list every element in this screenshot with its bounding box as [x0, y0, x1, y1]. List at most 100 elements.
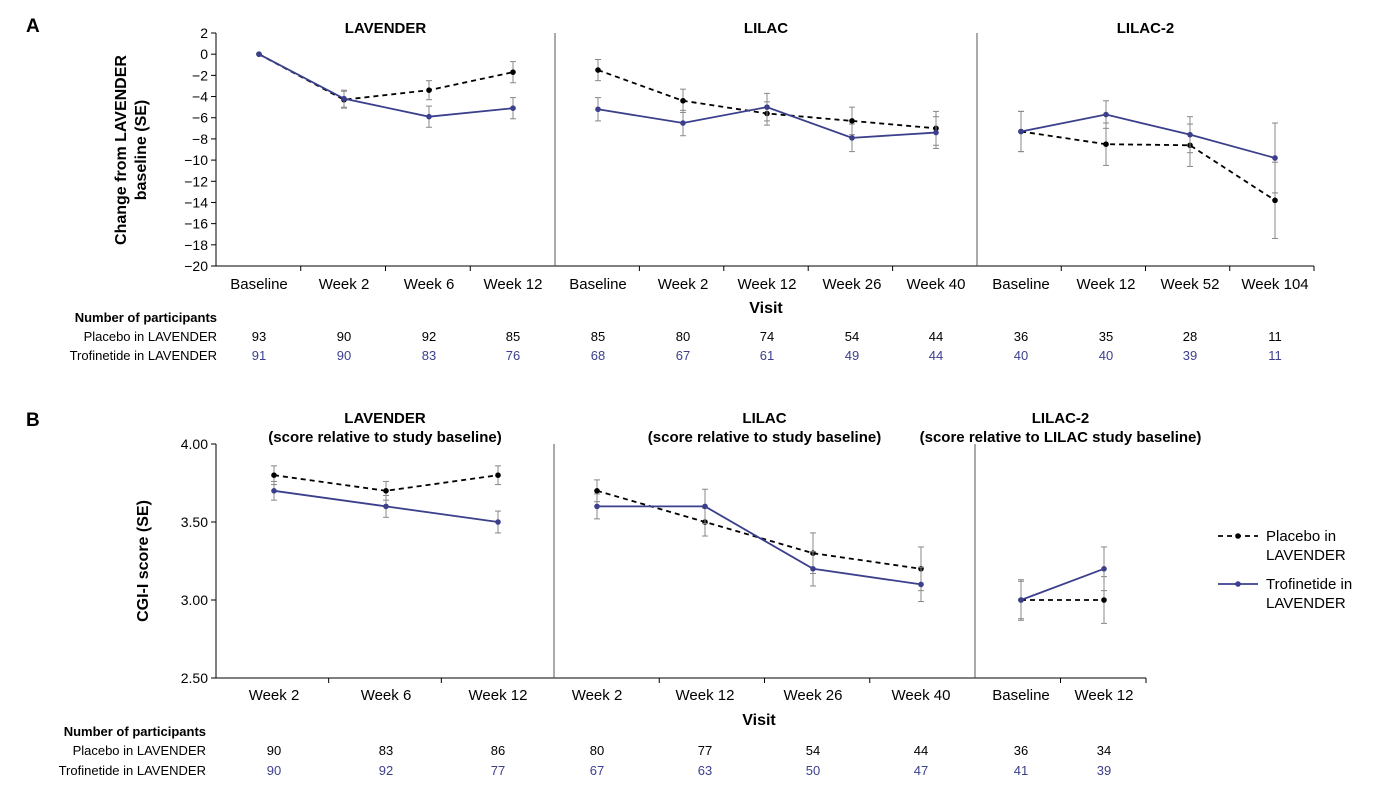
- trofinetide-point: [595, 106, 601, 113]
- trofinetide-n-count: 67: [676, 348, 690, 363]
- panel-a-y-tick-label: −14: [184, 194, 208, 210]
- placebo-point: [1103, 141, 1109, 148]
- panel-a-participants-header: Number of participants: [75, 310, 217, 325]
- panel-a-y-tick-label: −6: [192, 110, 208, 126]
- panel-a-y-tick-label: −20: [184, 258, 208, 274]
- panel-a-y-tick-label: −4: [192, 89, 208, 105]
- placebo-n-count: 28: [1183, 329, 1197, 344]
- trofinetide-point: [426, 113, 432, 120]
- placebo-n-count: 93: [252, 329, 266, 344]
- trofinetide-point: [933, 129, 939, 136]
- placebo-n-count: 80: [590, 743, 604, 758]
- trofinetide-n-count: 50: [806, 763, 820, 778]
- panel-a-ylabel-line1: Change from LAVENDER: [113, 55, 130, 245]
- x-tick-label: Week 26: [784, 687, 843, 704]
- placebo-n-count: 80: [676, 329, 690, 344]
- trofinetide-point: [1187, 131, 1193, 138]
- x-tick-label: Week 40: [892, 687, 951, 704]
- segment-title: LILAC-2: [1117, 20, 1175, 37]
- trofinetide-n-count: 67: [590, 763, 604, 778]
- placebo-point: [680, 97, 686, 104]
- trofinetide-point: [810, 566, 816, 572]
- placebo-point: [495, 472, 501, 479]
- x-tick-label: Baseline: [569, 276, 627, 293]
- trofinetide-n-count: 90: [267, 763, 281, 778]
- x-tick-label: Week 12: [676, 687, 735, 704]
- x-tick-label: Week 12: [484, 276, 543, 293]
- placebo-point: [594, 488, 600, 494]
- trofinetide-point: [495, 519, 501, 525]
- placebo-n-count: 85: [591, 329, 605, 344]
- placebo-n-count: 44: [914, 743, 928, 758]
- x-tick-label: Baseline: [992, 687, 1050, 704]
- panel-a-ylabel-line2: baseline (SE): [133, 100, 150, 200]
- placebo-series-line: [273, 474, 499, 492]
- placebo-n-count: 54: [845, 329, 859, 344]
- panel-a-y-tick-label: −18: [184, 237, 208, 253]
- placebo-n-count: 36: [1014, 329, 1028, 344]
- x-tick-label: Week 2: [249, 687, 300, 704]
- placebo-n-count: 11: [1268, 329, 1282, 344]
- legend-placebo-label-line1: Placebo in: [1266, 528, 1336, 545]
- trofinetide-point: [702, 503, 708, 510]
- segment-title: (score relative to LILAC study baseline): [920, 429, 1202, 446]
- panel-a-segment-1: LAVENDER Baseline Week 2 Week 6 Week 12 93 90 9…: [230, 20, 542, 363]
- panel-b-letter: B: [26, 410, 40, 431]
- trofinetide-point: [918, 581, 924, 588]
- legend-trofinetide-label-line2: LAVENDER: [1266, 595, 1346, 612]
- placebo-series-line: [596, 489, 922, 570]
- panel-b-y-tick-label: 3.00: [181, 592, 208, 608]
- placebo-point: [1272, 197, 1278, 204]
- trofinetide-n-count: 44: [929, 348, 943, 363]
- x-tick-label: Week 2: [658, 276, 709, 293]
- placebo-point: [510, 69, 516, 75]
- trofinetide-n-count: 39: [1097, 763, 1111, 778]
- panel-b-xlabel: Visit: [742, 712, 776, 729]
- trofinetide-point: [1272, 155, 1278, 161]
- trofinetide-point: [510, 105, 516, 111]
- placebo-n-count: 44: [929, 329, 943, 344]
- trofinetide-n-count: 92: [379, 763, 393, 778]
- placebo-n-count: 86: [491, 743, 505, 758]
- trofinetide-n-count: 61: [760, 348, 774, 363]
- x-tick-label: Week 40: [907, 276, 966, 293]
- panel-a-ylabel: Change from LAVENDER baseline (SE): [113, 55, 150, 245]
- trofinetide-point: [341, 95, 347, 102]
- trofinetide-series-line: [1020, 113, 1276, 159]
- legend-placebo-label-line2: LAVENDER: [1266, 547, 1346, 564]
- x-tick-label: Week 2: [319, 276, 370, 293]
- panel-a-y-tick-label: −10: [184, 152, 208, 168]
- x-tick-label: Week 52: [1161, 276, 1220, 293]
- trofinetide-n-count: 91: [252, 348, 266, 363]
- x-tick-label: Week 12: [469, 687, 528, 704]
- panel-a-y-tick-label: 0: [200, 46, 208, 62]
- trofinetide-n-count: 77: [491, 763, 505, 778]
- placebo-series-line: [1020, 130, 1276, 202]
- panel-a-y-tick-label: −2: [192, 67, 208, 83]
- trofinetide-series-line: [258, 53, 514, 118]
- trofinetide-point: [1103, 111, 1109, 118]
- trofinetide-n-count: 11: [1268, 348, 1282, 363]
- trofinetide-n-count: 49: [845, 348, 859, 363]
- placebo-point: [383, 488, 389, 494]
- placebo-n-count: 85: [506, 329, 520, 344]
- placebo-point: [849, 118, 855, 124]
- panel-a-row-label-placebo: Placebo in LAVENDER: [84, 329, 217, 344]
- panel-b-row-label-placebo: Placebo in LAVENDER: [73, 743, 206, 758]
- trofinetide-point: [849, 135, 855, 141]
- panel-b-segment-1: LAVENDER (score relative to study baselin…: [249, 410, 528, 778]
- placebo-point: [271, 472, 277, 479]
- trofinetide-n-count: 76: [506, 348, 520, 363]
- placebo-point: [426, 87, 432, 93]
- placebo-n-count: 35: [1099, 329, 1113, 344]
- legend: Placebo in LAVENDER Trofinetide in LAVEN…: [1218, 528, 1352, 612]
- trofinetide-point: [271, 488, 277, 494]
- trofinetide-point: [383, 503, 389, 510]
- placebo-n-count: 90: [267, 743, 281, 758]
- segment-title: (score relative to study baseline): [268, 429, 501, 446]
- placebo-n-count: 92: [422, 329, 436, 344]
- x-tick-label: Week 2: [572, 687, 623, 704]
- trofinetide-series-line: [1020, 567, 1105, 601]
- trofinetide-n-count: 47: [914, 763, 928, 778]
